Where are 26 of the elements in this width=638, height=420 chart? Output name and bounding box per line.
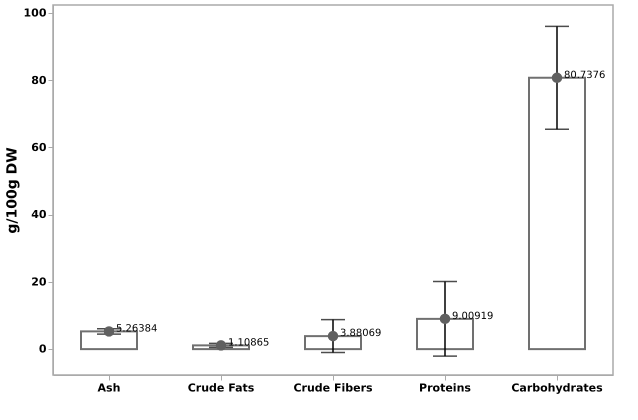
y-tick-label: 60 bbox=[31, 140, 47, 154]
data-label: 1.10865 bbox=[228, 337, 270, 348]
data-label: 5.26384 bbox=[116, 323, 158, 334]
data-label: 3.88069 bbox=[340, 328, 382, 340]
point bbox=[216, 340, 226, 351]
data-label: 80.7376 bbox=[564, 70, 606, 81]
y-tick-label: 20 bbox=[31, 275, 47, 288]
y-tick-label: 40 bbox=[31, 208, 47, 222]
y-axis-title: g/100g DW bbox=[4, 147, 21, 234]
y-tick-label: 80 bbox=[31, 74, 47, 87]
y-tick-label: 100 bbox=[24, 6, 47, 20]
x-tick-label: Carbohydrates bbox=[511, 382, 604, 394]
bar bbox=[304, 335, 362, 350]
data-label: 9.00919 bbox=[452, 310, 494, 322]
y-tick-label: 0 bbox=[38, 342, 47, 356]
x-tick-label: Crude Fibers bbox=[293, 382, 373, 394]
x-tick-label: Proteins bbox=[419, 382, 472, 394]
point bbox=[552, 72, 562, 84]
point bbox=[440, 314, 450, 324]
point bbox=[104, 326, 114, 337]
x-tick-label: Crude Fats bbox=[188, 382, 255, 394]
bar bbox=[80, 330, 138, 350]
bar bbox=[416, 318, 474, 350]
point bbox=[328, 330, 338, 342]
bar bbox=[528, 76, 586, 350]
x-tick-label: Ash bbox=[98, 382, 120, 394]
